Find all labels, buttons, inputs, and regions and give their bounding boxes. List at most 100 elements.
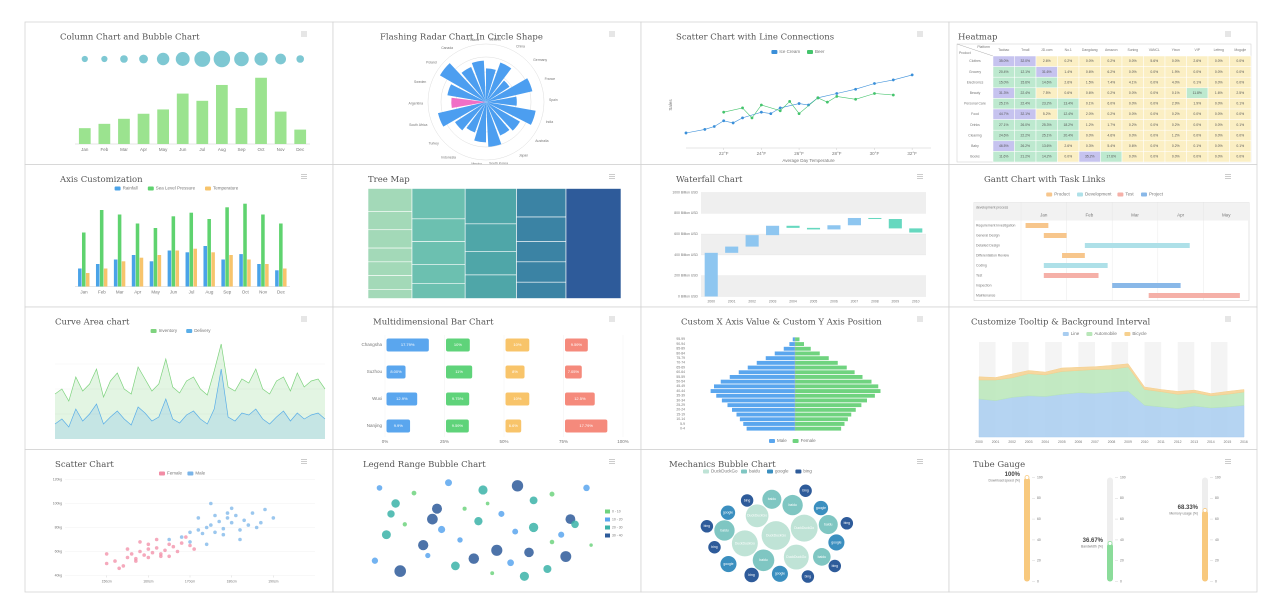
cell-value: 0.0% xyxy=(1215,133,1223,137)
treemap-cell xyxy=(367,211,413,231)
bubble xyxy=(394,565,406,577)
bar xyxy=(78,128,91,144)
point xyxy=(712,125,716,128)
cell-value: 11.8% xyxy=(1193,91,1202,95)
tile-frame[interactable] xyxy=(24,449,334,593)
bubble xyxy=(528,522,539,533)
cell-value: 0.0% xyxy=(1193,133,1201,137)
waterfall-bar xyxy=(725,246,739,253)
cell-value: 5.4% xyxy=(1107,144,1115,148)
treemap-cell xyxy=(411,264,466,284)
tile-frame[interactable] xyxy=(948,449,1258,593)
bar xyxy=(176,93,189,144)
point xyxy=(797,112,801,115)
point xyxy=(175,549,180,554)
x-tick-label: 2007 xyxy=(1091,440,1099,444)
cell-value: 22.4% xyxy=(1020,102,1030,106)
tile-title: Curve Area chart xyxy=(55,318,130,328)
cell-value: 0.2% xyxy=(1107,59,1115,63)
x-tick-label: 0% xyxy=(382,439,389,444)
point xyxy=(684,131,688,135)
point xyxy=(142,553,146,557)
legend-label: Development xyxy=(1085,192,1112,197)
x-tick-label: 180cm xyxy=(227,579,237,583)
x-tick-label: 50% xyxy=(499,439,508,444)
cell-value: 0.0% xyxy=(1215,59,1223,63)
bubble-label: google xyxy=(831,540,841,544)
cell-value: 0.0% xyxy=(1193,123,1201,127)
cell-value: 0.1% xyxy=(1236,102,1244,106)
bar xyxy=(113,259,118,287)
legend-label: Female xyxy=(801,438,817,443)
cell-value: 24.6% xyxy=(999,133,1009,137)
point xyxy=(192,547,196,551)
data-label: 8.00% xyxy=(390,369,402,374)
bar xyxy=(505,338,530,352)
point xyxy=(184,535,188,539)
ring xyxy=(440,56,532,148)
bubble xyxy=(391,499,400,508)
radar-sector xyxy=(455,102,486,131)
x-tick-label: 2003 xyxy=(769,299,777,303)
bubble-label: google xyxy=(723,562,733,566)
tile-title: Gantt Chart with Task Links xyxy=(984,175,1105,185)
legend-label: bing xyxy=(803,469,812,474)
radar-sector xyxy=(461,66,486,102)
x-axis-label: Average Day Temperature xyxy=(782,158,835,163)
cell-value: 0.2% xyxy=(1107,112,1115,116)
bubble xyxy=(813,500,829,516)
bar xyxy=(729,375,795,379)
point xyxy=(825,100,829,104)
legend-swatch xyxy=(807,50,813,54)
task-bar xyxy=(1025,223,1049,228)
row-header: Food xyxy=(971,112,979,116)
cell-value: 0.0% xyxy=(1236,80,1244,84)
tile-title: Heatmap xyxy=(958,33,998,43)
series-line xyxy=(54,368,326,428)
tile-title: Scatter Chart with Line Connections xyxy=(676,33,834,43)
tile-frame[interactable] xyxy=(640,21,950,165)
treemap-cell xyxy=(367,188,413,212)
x-tick-label: 2003 xyxy=(1025,440,1033,444)
bar xyxy=(95,264,100,287)
column-header: Suning xyxy=(1127,48,1138,52)
data-label: 8% xyxy=(512,369,518,374)
chart-tile: Gantt Chart with Task Links development p… xyxy=(948,164,1258,308)
category-label: Turkey xyxy=(429,142,440,146)
legend-label: 10 - 20 xyxy=(612,517,623,521)
cell-value: 0.0% xyxy=(1129,133,1137,137)
x-tick-label: Dec xyxy=(296,147,305,152)
tick-label: 80 xyxy=(1037,496,1041,500)
bar xyxy=(795,384,879,389)
chart-tile: Multidimensional Bar Chart 0% 25% 50% 75% 100… xyxy=(332,306,642,450)
cell-value: 0.0% xyxy=(1172,59,1180,63)
bubble xyxy=(745,504,769,528)
x-tick-label: Sep xyxy=(237,147,246,152)
category-label: 80-84 xyxy=(676,351,685,355)
legend-swatch xyxy=(769,439,775,443)
x-tick-label: Jun xyxy=(170,290,178,295)
tile-frame[interactable] xyxy=(332,449,642,593)
bar xyxy=(153,228,158,287)
tick-label: 20 xyxy=(1215,559,1219,563)
treemap-cell xyxy=(367,289,413,299)
tick-label: 100 xyxy=(1037,475,1043,479)
data-label: 12.5% xyxy=(574,396,586,401)
data-label: 10% xyxy=(513,396,521,401)
data-label: 9.59% xyxy=(571,342,583,347)
point xyxy=(159,554,163,559)
category-label: 20-24 xyxy=(676,408,685,412)
bar xyxy=(131,255,136,287)
bubble xyxy=(571,520,579,529)
tile-title: Mechanics Bubble Chart xyxy=(669,460,776,470)
x-tick-label: 2008 xyxy=(1108,440,1116,444)
cell-value: 0.6% xyxy=(1086,70,1094,74)
bar xyxy=(216,84,228,144)
gauge-value: 100% xyxy=(1005,472,1021,478)
radar-sector xyxy=(486,102,510,136)
radar-sector xyxy=(486,102,536,125)
cell-value: 20.4% xyxy=(999,70,1009,74)
cell-value: 18.2% xyxy=(1063,123,1073,127)
tick-label: 80 xyxy=(1215,496,1219,500)
